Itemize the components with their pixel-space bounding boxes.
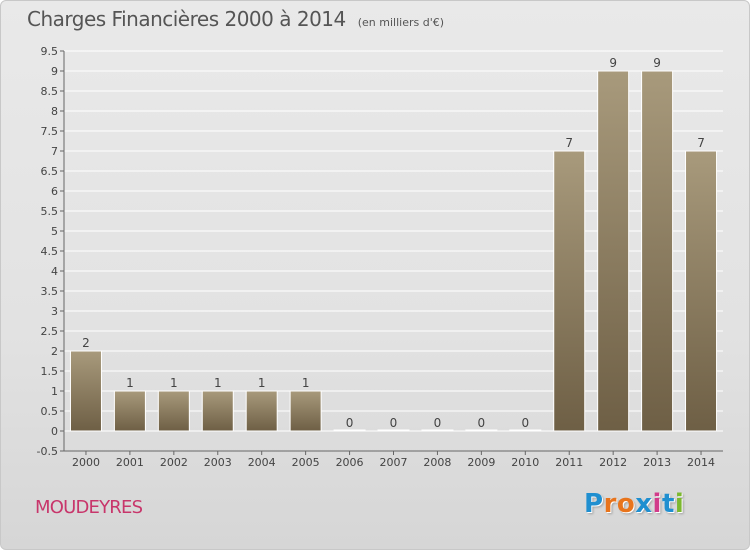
- data-label-2010: 0: [521, 416, 529, 430]
- x-tick-label-2001: 2001: [116, 456, 144, 469]
- chart-subtitle: (en milliers d'€): [357, 16, 445, 29]
- y-tick-label: 5.5: [41, 205, 59, 218]
- bar-2014: [685, 150, 718, 432]
- chart-title: Charges Financières 2000 à 2014 (en milli…: [27, 7, 444, 31]
- y-tick-label: 2.5: [41, 325, 59, 338]
- y-tick-label: 6.5: [41, 165, 59, 178]
- data-label-2008: 0: [434, 416, 442, 430]
- y-tick-label: 9: [51, 65, 58, 78]
- y-tick-label: 4.5: [41, 245, 59, 258]
- y-tick-label: 8: [51, 105, 58, 118]
- y-tick-label: 0: [51, 425, 58, 438]
- chart-title-text: Charges Financières 2000 à 2014: [27, 7, 346, 31]
- bar-2005: [289, 390, 322, 432]
- x-tick-label-2012: 2012: [599, 456, 627, 469]
- data-label-2007: 0: [390, 416, 398, 430]
- y-tick-label: 0.5: [41, 405, 59, 418]
- logo-letter: i: [652, 489, 662, 519]
- y-tick-label: 5: [51, 225, 58, 238]
- proxiti-logo[interactable]: Proxiti: [584, 489, 684, 519]
- bar-2009: [465, 429, 498, 432]
- x-tick-label-2014: 2014: [687, 456, 715, 469]
- bar-2003: [201, 390, 234, 432]
- x-tick-label-2006: 2006: [336, 456, 364, 469]
- axes: -0.5 0 0.5 1 1.5 2 2.5 3 3.5 4 4.5 5 5.5 6 6.5 7 7.5 8 8.5…: [37, 45, 723, 469]
- bar-2010: [509, 429, 542, 432]
- bars: [69, 70, 718, 432]
- logo-letter: P: [584, 489, 604, 519]
- y-tick-label: 9.5: [41, 45, 59, 58]
- data-label-2005: 1: [302, 376, 310, 390]
- x-tick-label-2000: 2000: [72, 456, 100, 469]
- y-tick-label: 7: [51, 145, 58, 158]
- commune-name: MOUDEYRES: [35, 497, 143, 518]
- x-tick-label-2009: 2009: [467, 456, 495, 469]
- logo-letter: o: [616, 489, 636, 519]
- x-tick-label-2004: 2004: [248, 456, 276, 469]
- data-label-2003: 1: [214, 376, 222, 390]
- data-label-2009: 0: [478, 416, 486, 430]
- y-tick-label: 3: [51, 305, 58, 318]
- data-label-2006: 0: [346, 416, 354, 430]
- x-tick-label-2013: 2013: [643, 456, 671, 469]
- y-tick-label: 1.5: [41, 365, 59, 378]
- y-tick-label: 2: [51, 345, 58, 358]
- data-label-2000: 2: [82, 336, 90, 350]
- bar-2006: [333, 429, 366, 432]
- y-tick-label: 4: [51, 265, 58, 278]
- logo-letter: x: [635, 489, 653, 519]
- data-labels: 2 1 1 1 1 1 0 0 0 0 0 7 9 9 7: [82, 56, 705, 430]
- data-label-2013: 9: [653, 56, 661, 70]
- x-tick-label-2003: 2003: [204, 456, 232, 469]
- x-tick-label-2011: 2011: [555, 456, 583, 469]
- data-label-2002: 1: [170, 376, 178, 390]
- y-tick-label: 1: [51, 385, 58, 398]
- y-tick-label: 3.5: [41, 285, 59, 298]
- data-label-2011: 7: [565, 136, 573, 150]
- bar-2000: [69, 350, 102, 432]
- bar-2004: [245, 390, 278, 432]
- x-tick-label-2008: 2008: [423, 456, 451, 469]
- logo-letter: r: [603, 489, 617, 519]
- logo-letter: t: [661, 489, 675, 519]
- bar-2013: [641, 70, 674, 432]
- y-tick-label: 8.5: [41, 85, 59, 98]
- y-tick-label: 6: [51, 185, 58, 198]
- data-label-2014: 7: [697, 136, 705, 150]
- x-tick-label-2007: 2007: [380, 456, 408, 469]
- y-tick-label: -0.5: [37, 445, 58, 458]
- bar-2008: [421, 429, 454, 432]
- data-label-2012: 9: [609, 56, 617, 70]
- y-tick-label: 7.5: [41, 125, 59, 138]
- bar-2002: [157, 390, 190, 432]
- x-tick-label-2010: 2010: [511, 456, 539, 469]
- bar-2011: [553, 150, 586, 432]
- data-label-2001: 1: [126, 376, 134, 390]
- bar-2007: [377, 429, 410, 432]
- bar-2012: [597, 70, 630, 432]
- x-tick-label-2005: 2005: [292, 456, 320, 469]
- x-tick-label-2002: 2002: [160, 456, 188, 469]
- data-label-2004: 1: [258, 376, 266, 390]
- bar-2001: [113, 390, 146, 432]
- logo-letter: i: [674, 489, 685, 519]
